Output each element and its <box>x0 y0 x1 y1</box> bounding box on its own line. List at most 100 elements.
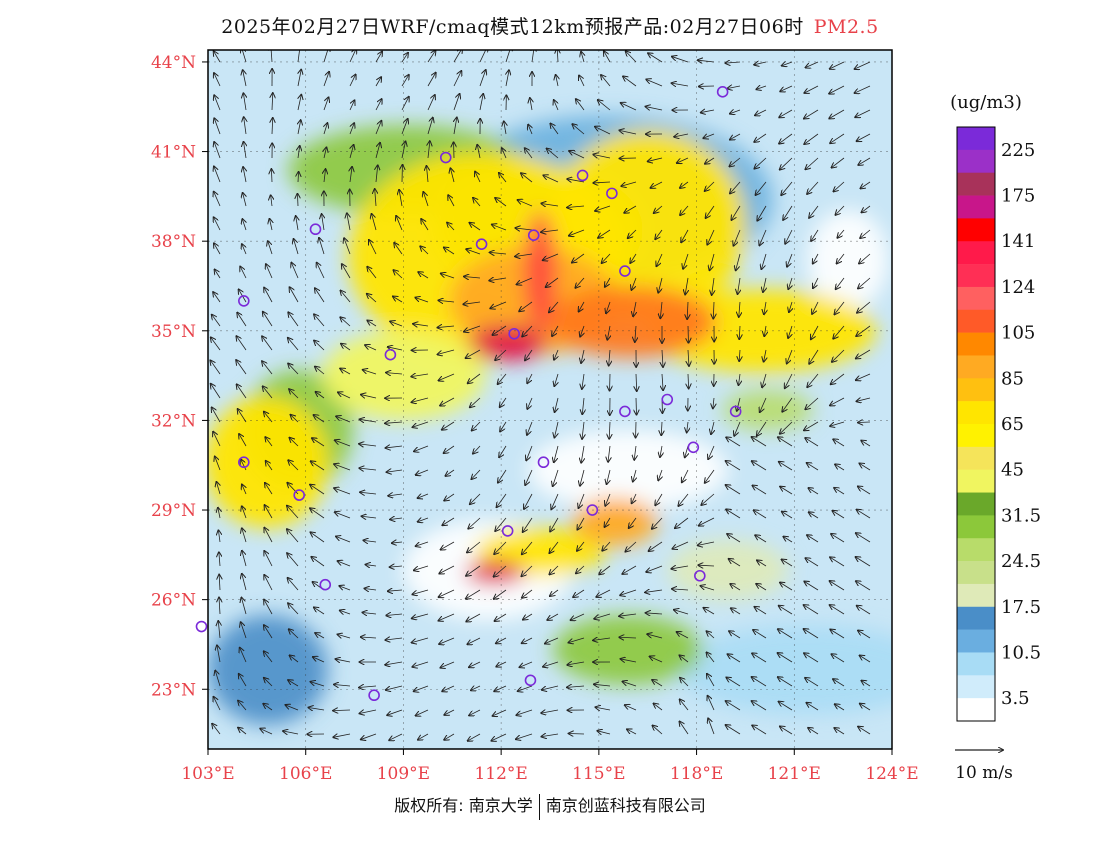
wind-arrow-648 <box>789 301 792 312</box>
legend-swatch-1 <box>957 149 995 173</box>
wind-arrow-722 <box>833 679 845 687</box>
wind-arrow-576 <box>707 652 715 663</box>
wind-arrow-589 <box>738 277 740 294</box>
wind-arrow-149 <box>350 145 354 159</box>
wind-arrow-516 <box>646 613 663 614</box>
wind-arrow-134 <box>310 485 325 495</box>
wind-arrow-634 <box>752 653 767 663</box>
wind-arrow-346 <box>493 709 507 716</box>
wind-arrow-306 <box>473 445 481 454</box>
wind-arrow-127 <box>314 314 325 327</box>
wind-arrow-620 <box>764 325 766 336</box>
wind-arrow-631 <box>756 584 767 591</box>
wind-arrow-329 <box>490 301 507 308</box>
wind-arrow-129 <box>315 367 325 375</box>
wind-arrow-132 <box>312 438 325 447</box>
wind-arrow-50 <box>242 551 247 567</box>
wind-arrow-365 <box>525 469 533 485</box>
wind-arrow-418 <box>581 349 584 363</box>
wind-arrow-136 <box>311 532 325 543</box>
wind-arrow-404 <box>541 710 559 713</box>
wind-arrow-467 <box>619 130 637 135</box>
wind-arrow-309 <box>468 517 481 529</box>
legend-swatch-8 <box>957 309 995 333</box>
legend-level-0: 225 <box>1001 140 1035 161</box>
wind-arrow-484 <box>625 541 637 552</box>
wind-arrow-471 <box>628 229 637 238</box>
wind-arrow-650 <box>787 349 793 363</box>
wind-arrow-190 <box>359 444 377 446</box>
wind-arrow-266 <box>450 168 454 183</box>
wind-arrow-751 <box>861 681 871 687</box>
wind-arrow-591 <box>739 325 740 339</box>
wind-arrow-736 <box>856 325 871 336</box>
wind-arrow-614 <box>756 181 767 195</box>
wind-arrow-296 <box>473 198 481 207</box>
lon-label-0: 103°E <box>181 764 234 784</box>
wind-arrow-374 <box>518 685 533 691</box>
wind-arrow-74 <box>265 437 273 447</box>
wind-arrow-7 <box>214 217 221 231</box>
wind-arrow-690 <box>804 605 819 615</box>
wind-arrow-34 <box>243 167 246 183</box>
wind-arrow-513 <box>649 541 663 551</box>
wind-arrow-241 <box>418 272 429 279</box>
wind-arrow-403 <box>542 685 559 690</box>
wind-arrow-171 <box>334 684 351 686</box>
wind-arrow-432 <box>567 686 585 687</box>
wind-arrow-270 <box>441 273 455 279</box>
wind-arrow-412 <box>567 206 585 208</box>
wind-arrow-381 <box>547 149 559 159</box>
wind-arrow-166 <box>338 561 351 567</box>
wind-arrow-550 <box>679 722 689 735</box>
wind-arrow-654 <box>778 437 793 447</box>
wind-arrow-673 <box>809 205 819 218</box>
pollutant-label: PM2.5 <box>813 16 879 38</box>
wind-arrow-247 <box>413 421 429 427</box>
wind-arrow-685 <box>808 488 819 495</box>
wind-arrow-408 <box>576 99 585 111</box>
wind-arrow-93 <box>297 194 298 207</box>
wind-arrow-421 <box>582 421 584 439</box>
wind-arrow-218 <box>385 422 403 423</box>
wind-arrow-358 <box>519 301 533 311</box>
wind-arrow-595 <box>734 421 741 436</box>
wind-arrow-559 <box>710 253 715 270</box>
wind-arrow-312 <box>466 589 481 599</box>
wind-arrow-103 <box>290 438 299 447</box>
wind-arrow-573 <box>701 586 715 591</box>
wind-arrow-44 <box>238 409 247 423</box>
wind-arrow-58 <box>271 50 272 63</box>
wind-arrow-235 <box>427 118 433 135</box>
wind-arrow-458 <box>594 613 611 619</box>
wind-arrow-300 <box>463 302 481 304</box>
wind-arrow-202 <box>361 733 377 739</box>
wind-arrow-459 <box>593 638 611 640</box>
wind-arrow-574 <box>704 608 715 615</box>
wind-arrow-85 <box>263 704 273 711</box>
wind-arrow-409 <box>572 124 585 135</box>
wind-arrow-160 <box>336 416 351 423</box>
wind-arrow-500 <box>655 229 663 239</box>
wind-arrow-157 <box>341 344 351 351</box>
wind-arrow-236 <box>428 141 430 159</box>
wind-arrow-165 <box>336 536 351 543</box>
wind-arrow-687 <box>807 535 819 543</box>
legend-level-2: 141 <box>1001 231 1035 252</box>
legend-level-12: 3.5 <box>1001 688 1030 709</box>
wind-arrow-517 <box>647 634 663 639</box>
wind-arrow-242 <box>415 298 429 303</box>
legend-swatch-15 <box>957 469 995 493</box>
wind-arrow-702 <box>835 205 845 215</box>
wind-arrow-88 <box>298 70 301 87</box>
wind-arrow-123 <box>322 214 324 231</box>
wind-arrow-314 <box>467 637 481 644</box>
wind-arrow-285 <box>439 637 455 644</box>
wind-arrow-152 <box>347 213 350 231</box>
wind-arrow-557 <box>706 205 715 218</box>
wind-arrow-623 <box>760 397 767 412</box>
legend-level-4: 105 <box>1001 323 1035 344</box>
pollution-blob-4 <box>546 285 717 358</box>
wind-arrow-386 <box>546 277 559 287</box>
wind-arrow-84 <box>264 678 273 687</box>
